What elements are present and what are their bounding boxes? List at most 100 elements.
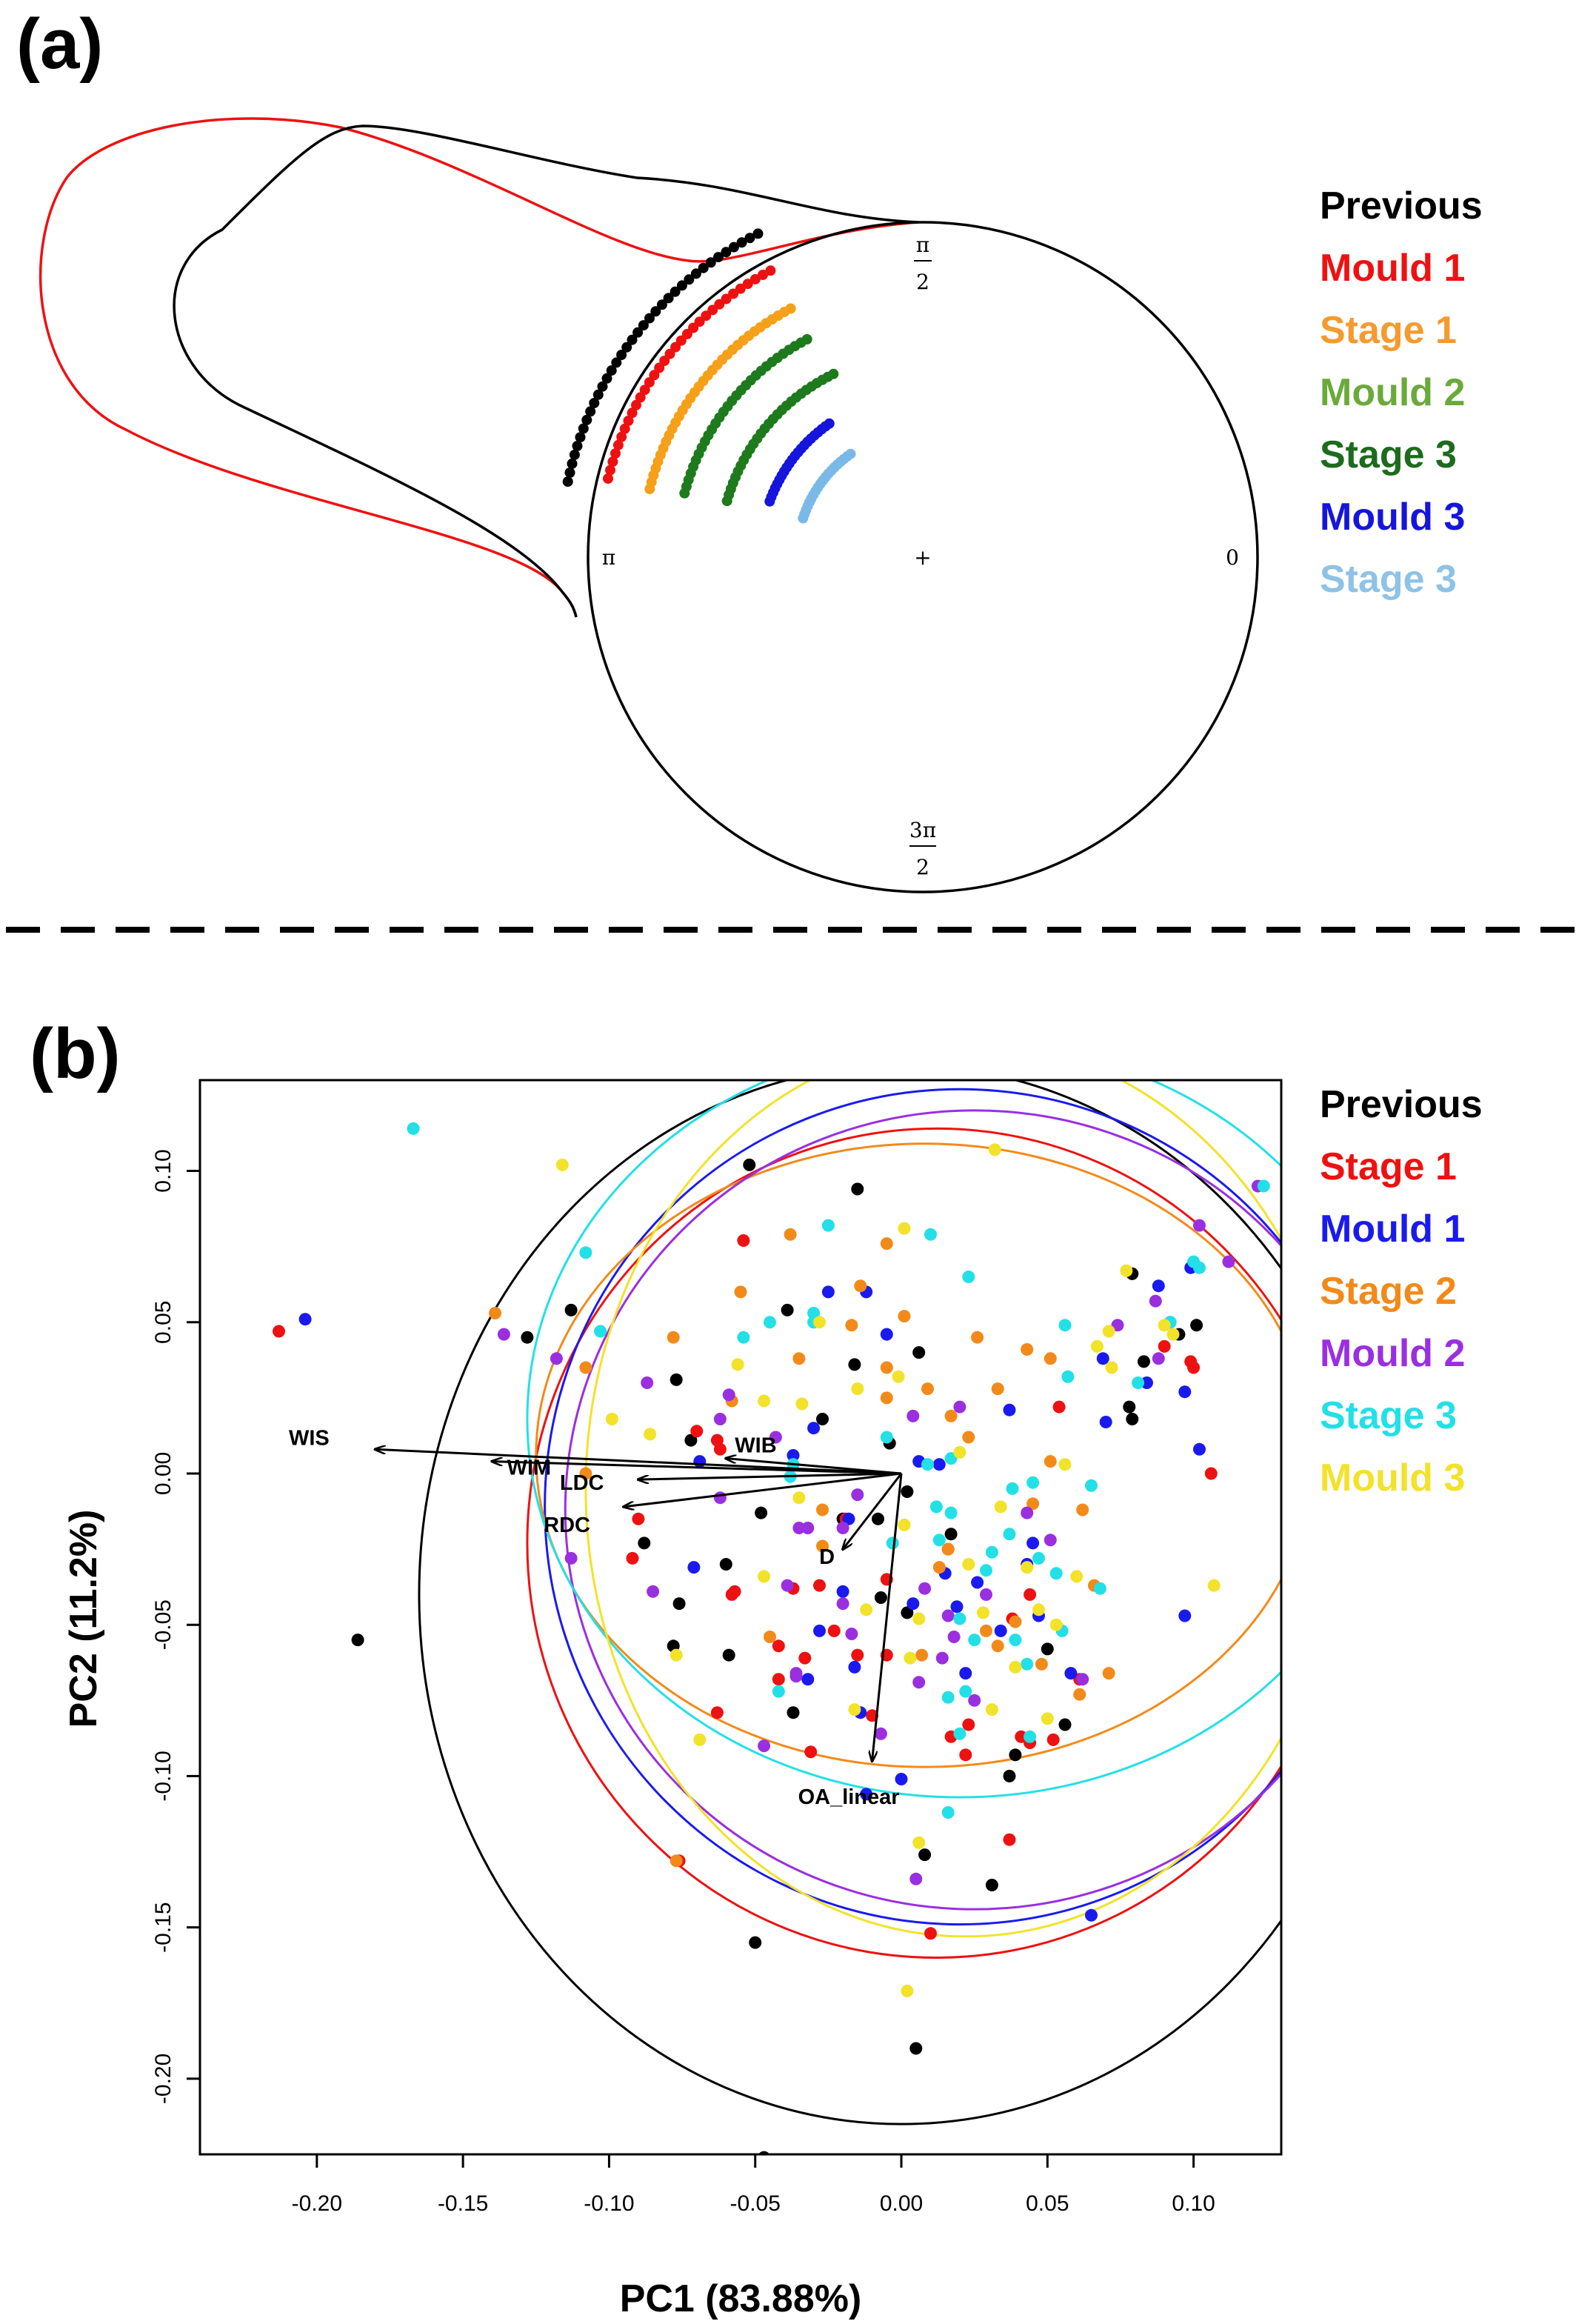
y-tick-label: 0.10: [151, 1149, 176, 1192]
point-mould-2: [769, 1431, 782, 1444]
point-previous: [912, 1346, 926, 1359]
point-mould-1: [880, 1328, 893, 1341]
point-mould-3: [555, 1158, 569, 1171]
arc-point: [562, 476, 573, 487]
point-mould-2: [836, 1522, 849, 1534]
legend-a-item-0: Previous: [1320, 184, 1483, 227]
arc-point: [638, 320, 649, 331]
point-mould-3: [1058, 1458, 1072, 1471]
point-mould-3: [813, 1316, 826, 1329]
point-mould-2: [1076, 1673, 1089, 1686]
point-mould-1: [1193, 1442, 1206, 1456]
legend-a: Previous Mould 1 Stage 1 Mould 2 Stage 3…: [1320, 184, 1483, 601]
point-stage-1: [804, 1745, 818, 1759]
point-mould-1: [687, 1561, 701, 1574]
loading-label-wib: WIB: [735, 1434, 776, 1458]
legend-b: Previous Stage 1 Mould 1 Stage 2 Mould 2…: [1320, 1083, 1483, 1499]
point-stage-1: [772, 1639, 785, 1653]
arc-point: [610, 448, 621, 459]
point-mould-1: [1085, 1908, 1098, 1922]
arc-point: [654, 362, 665, 373]
point-stage-1: [626, 1551, 639, 1565]
point-stage-2: [854, 1279, 867, 1293]
point-mould-3: [1102, 1325, 1115, 1338]
point-mould-3: [851, 1382, 864, 1396]
angle-3half-pi-den: 2: [916, 855, 929, 879]
point-mould-3: [898, 1518, 911, 1531]
point-stage-3: [880, 1431, 893, 1444]
point-mould-3: [898, 1222, 911, 1235]
loading-arrow-wis: [375, 1449, 902, 1475]
ellipse-previous: [418, 1080, 1281, 2125]
outline-mould1: [39, 117, 919, 618]
ellipse-mould-3: [584, 1080, 1281, 1938]
point-mould-2: [1222, 1255, 1235, 1268]
arc-point: [623, 416, 634, 426]
point-previous: [758, 2151, 770, 2154]
point-mould-2: [758, 1739, 771, 1753]
point-mould-1: [842, 1512, 855, 1525]
arc-point: [597, 381, 608, 392]
point-stage-1: [851, 1648, 864, 1662]
point-mould-3: [644, 1428, 657, 1441]
point-mould-3: [953, 1445, 966, 1459]
point-stage-3: [1058, 1319, 1072, 1332]
arc-point: [752, 228, 764, 239]
arc-point: [758, 270, 768, 280]
arc-point: [728, 242, 739, 253]
point-stage-3: [932, 1534, 946, 1547]
confidence-ellipses: [418, 1080, 1281, 2125]
point-stage-2: [579, 1361, 592, 1374]
point-mould-1: [787, 1449, 800, 1462]
point-mould-1: [959, 1667, 972, 1680]
point-mould-1: [1141, 1376, 1153, 1389]
arc-point: [742, 279, 753, 290]
x-tick-label: 0.00: [880, 2191, 923, 2216]
point-stage-2: [1026, 1497, 1040, 1511]
point-stage-1: [1052, 1400, 1066, 1414]
point-previous: [670, 1373, 683, 1386]
arc-point: [632, 327, 644, 338]
point-previous: [874, 1591, 887, 1604]
point-previous: [743, 1158, 756, 1171]
point-stage-1: [959, 1748, 972, 1762]
point-mould-3: [792, 1491, 806, 1505]
arc-point: [578, 423, 589, 434]
angle-point-arcs: [562, 228, 856, 524]
arc-point: [616, 431, 627, 442]
point-mould-3: [1120, 1264, 1133, 1277]
point-stage-3: [968, 1634, 981, 1647]
point-mould-2: [641, 1376, 654, 1389]
arc-point: [749, 273, 761, 284]
legend-a-item-4: Stage 3: [1320, 433, 1457, 476]
point-stage-1: [1024, 1588, 1037, 1601]
panel-a: (a) π 2 π 0 + 3π 2 Previous Mould 1 Stag…: [16, 4, 1483, 893]
loading-label-oa_linear: OA_linear: [798, 1785, 900, 1809]
point-mould-1: [932, 1458, 946, 1471]
arc-point: [619, 423, 630, 434]
point-stage-2: [667, 1331, 680, 1344]
point-mould-2: [647, 1585, 660, 1598]
x-tick-label: -0.10: [584, 2191, 634, 2216]
point-previous: [684, 1434, 698, 1447]
point-stage-1: [924, 1927, 937, 1940]
arc-point: [698, 262, 709, 273]
point-mould-1: [1064, 1667, 1078, 1680]
point-stage-2: [898, 1310, 911, 1323]
angle-3half-pi-num: 3π: [909, 818, 936, 842]
point-mould-3: [912, 1612, 926, 1625]
point-stage-1: [1158, 1339, 1171, 1353]
point-mould-1: [994, 1624, 1007, 1637]
point-mould-2: [801, 1522, 815, 1534]
arc-point: [735, 283, 746, 294]
point-stage-2: [880, 1237, 893, 1251]
point-mould-1: [971, 1576, 984, 1589]
point-stage-3: [1061, 1370, 1075, 1383]
arc-point: [601, 373, 612, 384]
point-previous: [755, 1506, 768, 1519]
arc-point: [616, 350, 627, 360]
point-stage-3: [1193, 1261, 1206, 1274]
y-axis-title: PC2 (11.2%): [62, 1510, 105, 1728]
point-mould-1: [807, 1422, 821, 1435]
arc-point: [603, 473, 613, 484]
